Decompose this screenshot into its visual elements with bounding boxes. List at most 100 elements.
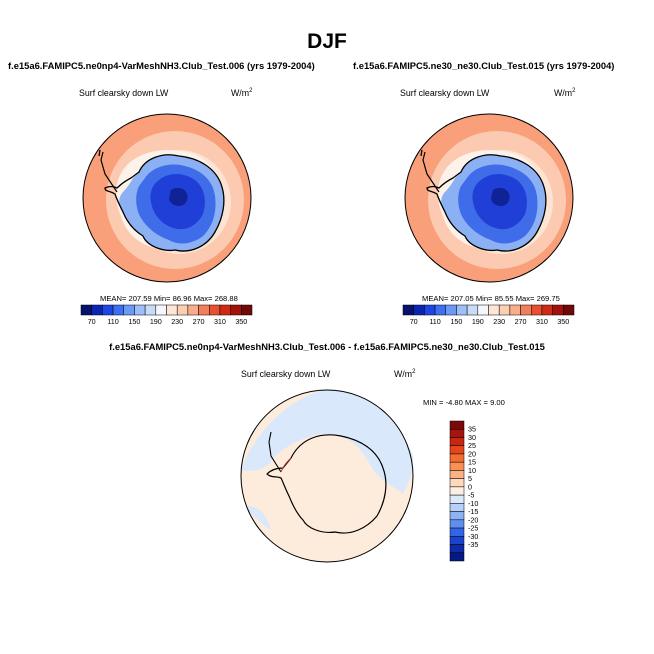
panel-2-colorbar-tick-label: 270	[515, 317, 527, 326]
panel-2-colorbar-swatch	[552, 304, 564, 316]
panel-2-colorbar-tick-label: 230	[493, 317, 505, 326]
panel-1-colorbar-swatch	[209, 304, 221, 316]
panel-1-colorbar-swatch	[91, 304, 103, 316]
panel-2-colorbar-swatch	[466, 304, 479, 316]
panel-3-colorbar-swatch	[449, 478, 465, 488]
figure-title: DJF	[307, 30, 347, 53]
panel-3-colorbar-swatch	[449, 527, 465, 537]
panel-1-colorbar-swatch	[241, 304, 253, 316]
panel-3-title: f.e15a6.FAMIPC5.ne0np4-VarMeshNH3.Club_T…	[109, 341, 545, 352]
panel-1-map	[82, 113, 252, 283]
panel-3-colorbar-tick-label: -20	[468, 515, 478, 524]
panel-1-colorbar-swatch	[123, 304, 135, 316]
panel-2-variable: Surf clearsky down LW	[400, 88, 490, 98]
panel-1-colorbar-swatch	[144, 304, 157, 316]
panel-1-colorbar: 70 110 150 190 230 270 310 350	[80, 304, 253, 326]
panel-2-stats: MEAN= 207.05 Min= 85.55 Max= 269.75	[422, 294, 560, 303]
panel-2-colorbar-swatch	[563, 304, 575, 316]
panel-3-colorbar-tick-label: 30	[468, 433, 476, 442]
panel-3-colorbar-swatch	[449, 519, 465, 529]
panel-1-colorbar-tick-label: 70	[88, 317, 96, 326]
panel-3-colorbar-swatch	[449, 428, 465, 438]
panel-3-colorbar-tick-label: -30	[468, 532, 478, 541]
panel-3-colorbar-tick-label: 10	[468, 466, 476, 475]
panel-3-map	[240, 389, 414, 563]
panel-3-colorbar-tick-label: -35	[468, 540, 478, 549]
panel-3-colorbar-swatch	[449, 486, 465, 496]
panel-3-colorbar-swatch	[449, 420, 465, 430]
panel-1-colorbar-tick-label: 270	[193, 317, 205, 326]
panel-2-colorbar-tick-label: 70	[410, 317, 418, 326]
panel-1-colorbar-tick-label: 150	[128, 317, 140, 326]
panel-1-stats: MEAN= 207.59 Min= 86.96 Max= 268.88	[100, 294, 238, 303]
panel-2-colorbar-swatch	[477, 304, 489, 316]
panel-2-map	[404, 113, 574, 283]
panel-3-colorbar-swatch	[449, 552, 465, 562]
panel-2-colorbar-tick-label: 310	[536, 317, 548, 326]
panel-2-colorbar-swatch	[445, 304, 457, 316]
panel-3-colorbar-swatch	[449, 470, 465, 479]
panel-3-colorbar-tick-label: 25	[468, 441, 476, 450]
panel-1-colorbar-swatch	[198, 304, 210, 316]
panel-3-colorbar-swatch	[449, 453, 465, 463]
panel-2-colorbar-tick-label: 110	[429, 317, 440, 326]
panel-1-colorbar-swatch	[134, 304, 146, 316]
panel-1-colorbar-swatch	[176, 304, 189, 316]
panel-1-colorbar-swatch	[102, 304, 114, 316]
panel-3-colorbar-swatch	[449, 494, 465, 504]
panel-3-colorbar-swatch	[449, 544, 465, 554]
panel-2-title: f.e15a6.FAMIPC5.ne30_ne30.Club_Test.015 …	[353, 60, 615, 71]
panel-2-colorbar-tick-label: 150	[450, 317, 462, 326]
panel-3-stats: MIN = -4.80 MAX = 9.00	[423, 398, 505, 407]
panel-3-colorbar-tick-label: -5	[468, 491, 474, 500]
panel-3-colorbar-tick-label: 35	[468, 425, 476, 434]
panel-3-colorbar-tick-label: 20	[468, 449, 476, 458]
panel-1-variable: Surf clearsky down LW	[79, 88, 169, 98]
panel-2-colorbar-swatch	[520, 304, 532, 316]
panel-2-colorbar-swatch	[424, 304, 436, 316]
panel-2-colorbar-swatch	[402, 304, 414, 316]
panel-2-colorbar-swatch	[488, 304, 500, 316]
panel-3-colorbar-tick-label: 15	[468, 458, 476, 467]
panel-1-colorbar-tick-label: 230	[171, 317, 183, 326]
panel-3-colorbar-tick-label: 0	[468, 482, 472, 491]
panel-3-colorbar-tick-label: -15	[468, 507, 478, 516]
panel-1-colorbar-swatch	[219, 304, 231, 316]
panel-2-colorbar-swatch	[498, 304, 511, 316]
panel-1-colorbar-swatch	[155, 304, 167, 316]
panel-2-colorbar-tick-label: 350	[557, 317, 569, 326]
panel-2-colorbar-tick-label: 190	[472, 317, 484, 326]
panel-3-colorbar-swatch	[449, 437, 465, 446]
panel-2-colorbar-swatch	[541, 304, 553, 316]
panel-2-colorbar: 70 110 150 190 230 270 310 350	[402, 304, 575, 326]
panel-1-title: f.e15a6.FAMIPC5.ne0np4-VarMeshNH3.Club_T…	[8, 60, 315, 71]
panel-2-units: W/m2	[554, 88, 576, 98]
panel-1-colorbar-swatch	[187, 304, 199, 316]
panel-2-colorbar-swatch	[434, 304, 446, 316]
panel-1-colorbar-tick-label: 350	[235, 317, 247, 326]
panel-3-units: W/m2	[394, 369, 416, 379]
panel-3-colorbar-swatch	[449, 536, 465, 545]
panel-3-colorbar-tick-label: 5	[468, 474, 472, 483]
panel-3-colorbar-tick-label: -10	[468, 499, 478, 508]
panel-1-colorbar-swatch	[230, 304, 242, 316]
panel-3-colorbar-swatch	[449, 461, 465, 471]
panel-1-colorbar-tick-label: 310	[214, 317, 226, 326]
panel-1-colorbar-tick-label: 190	[150, 317, 162, 326]
panel-1-colorbar-swatch	[166, 304, 178, 316]
panel-2-colorbar-swatch	[531, 304, 543, 316]
panel-1-colorbar-tick-label: 110	[107, 317, 118, 326]
panel-3-colorbar-swatch	[449, 445, 465, 455]
panel-3-colorbar-swatch	[449, 511, 465, 521]
panel-3-variable: Surf clearsky down LW	[241, 369, 331, 379]
panel-2-colorbar-swatch	[509, 304, 521, 316]
panel-3-colorbar-tick-label: -25	[468, 524, 478, 533]
panel-1-colorbar-swatch	[112, 304, 124, 316]
panel-2-colorbar-swatch	[456, 304, 468, 316]
panel-2-colorbar-swatch	[413, 304, 425, 316]
panel-1-units: W/m2	[231, 88, 253, 98]
panel-3-colorbar-swatch	[449, 503, 465, 512]
panel-1-colorbar-swatch	[80, 304, 92, 316]
